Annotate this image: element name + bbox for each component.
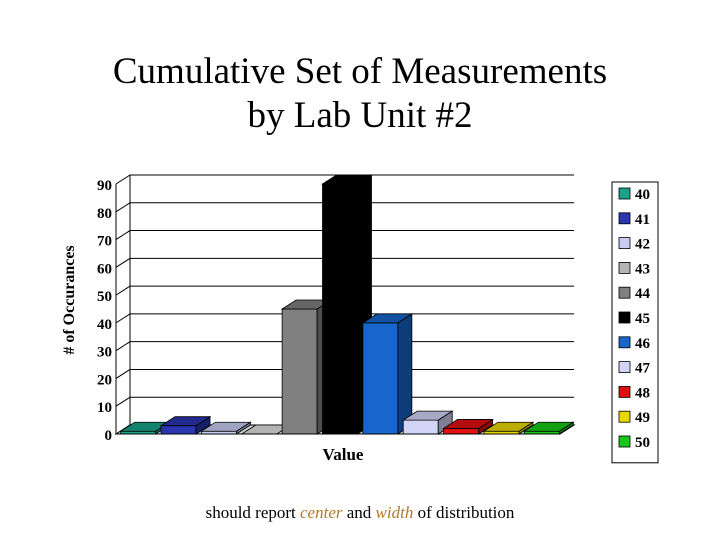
- legend-label-42: 42: [635, 237, 650, 253]
- legend-label-41: 41: [635, 212, 650, 228]
- legend-label-46: 46: [635, 336, 651, 352]
- legend-swatch-47: [618, 361, 631, 374]
- bar-49: [482, 421, 535, 435]
- slide-footer: should report center and width of distri…: [0, 503, 720, 523]
- legend-label-48: 48: [635, 385, 650, 401]
- y-axis-ticks: 0 10 20 30 40 50 60 70 80 90: [97, 178, 112, 444]
- y-tick-label: 10: [97, 400, 112, 416]
- y-tick-label: 30: [97, 345, 112, 361]
- legend-label-49: 49: [635, 410, 650, 426]
- y-tick-label: 90: [97, 178, 112, 194]
- legend-label-45: 45: [635, 311, 650, 327]
- legend-label-43: 43: [635, 261, 650, 277]
- bar-41: [159, 415, 212, 435]
- footer-middle: and: [342, 503, 376, 522]
- y-tick-label: 40: [97, 317, 112, 333]
- bar-50: [522, 421, 575, 435]
- legend-swatch-49: [618, 410, 631, 423]
- y-tick-label: 70: [97, 234, 112, 250]
- y-tick-label: 20: [97, 372, 112, 388]
- legend-swatch-45: [618, 311, 631, 324]
- legend-swatch-44: [618, 286, 631, 299]
- y-axis-label: # of Occurances: [61, 245, 78, 354]
- legend-swatch-40: [618, 187, 631, 200]
- chart-legend: 40 41 42 43 44 45 46 47 48 49 50: [611, 181, 659, 464]
- legend-swatch-50: [618, 435, 631, 448]
- footer-word-width: width: [375, 503, 414, 522]
- legend-label-40: 40: [635, 187, 650, 203]
- legend-label-50: 50: [635, 435, 650, 451]
- footer-word-center: center: [300, 503, 343, 522]
- legend-swatch-41: [618, 212, 631, 225]
- chart-bars: [119, 174, 575, 435]
- legend-label-47: 47: [635, 361, 651, 377]
- legend-swatch-48: [618, 385, 631, 398]
- x-axis-label: Value: [323, 445, 364, 464]
- footer-prefix: should report: [205, 503, 301, 522]
- bar-48: [442, 418, 494, 435]
- y-tick-label: 80: [97, 206, 112, 222]
- legend-swatch-46: [618, 336, 631, 349]
- slide-title-line2: by Lab Unit #2: [247, 95, 473, 136]
- bar-42: [200, 421, 252, 435]
- slide-title: Cumulative Set of Measurements by Lab Un…: [0, 50, 720, 138]
- bar-45: [321, 174, 373, 435]
- legend-swatch-43: [618, 261, 631, 274]
- bar-46: [361, 313, 414, 435]
- y-tick-label: 60: [97, 261, 112, 277]
- y-tick-label: 0: [105, 428, 113, 444]
- footer-suffix: of distribution: [413, 503, 515, 522]
- bar-47: [401, 410, 454, 435]
- legend-label-44: 44: [635, 286, 651, 302]
- y-tick-label: 50: [97, 289, 112, 305]
- slide-title-line1: Cumulative Set of Measurements: [112, 51, 608, 92]
- chart-axes: [115, 175, 560, 435]
- legend-swatch-42: [618, 237, 631, 250]
